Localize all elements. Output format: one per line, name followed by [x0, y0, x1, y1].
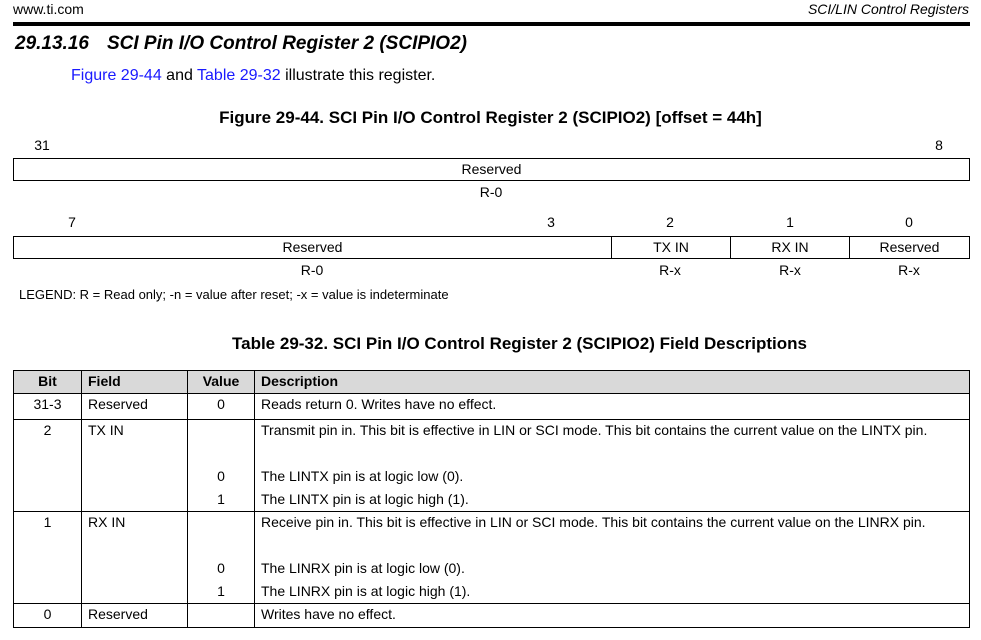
- register-field-rx-in: RX IN: [731, 237, 850, 258]
- cell-field: RX IN: [81, 511, 188, 604]
- register-field-reserved: Reserved: [14, 237, 612, 258]
- cell-value: 1: [187, 488, 255, 512]
- site-url: www.ti.com: [13, 1, 84, 17]
- cell-bit: 2: [13, 419, 82, 512]
- cell-value: 1: [187, 580, 255, 604]
- register-field-tx-in: TX IN: [612, 237, 731, 258]
- access-label: R-x: [898, 262, 920, 278]
- register-row-upper: Reserved: [13, 158, 970, 181]
- cell-description: The LINTX pin is at logic high (1).: [254, 488, 970, 512]
- intro-text: Figure 29-44 and Table 29-32 illustrate …: [71, 67, 435, 85]
- cell-field: Reserved: [81, 603, 188, 628]
- section-number: 29.13.16: [15, 33, 89, 54]
- bit-number: 8: [935, 137, 943, 153]
- bit-number: 0: [905, 214, 913, 230]
- cell-description: Reads return 0. Writes have no effect.: [254, 393, 970, 420]
- intro-and: and: [161, 67, 198, 84]
- access-label: R-x: [659, 262, 681, 278]
- cell-description: The LINRX pin is at logic low (0).: [254, 557, 970, 581]
- cell-description: The LINTX pin is at logic low (0).: [254, 465, 970, 489]
- table-row: 1 RX IN Receive pin in. This bit is effe…: [13, 511, 970, 604]
- cell-field: Reserved: [81, 393, 188, 420]
- figure-link[interactable]: Figure 29-44: [71, 67, 162, 84]
- header-rule: [13, 22, 970, 26]
- header-bit: Bit: [13, 370, 82, 394]
- register-field-reserved: Reserved: [879, 239, 940, 255]
- table-row: 2 TX IN Transmit pin in. This bit is eff…: [13, 419, 970, 512]
- access-label: R-0: [300, 262, 324, 278]
- table-link[interactable]: Table 29-32: [197, 67, 281, 84]
- register-row-lower: Reserved TX IN RX IN Reserved: [13, 236, 970, 259]
- section-title: SCI Pin I/O Control Register 2 (SCIPIO2): [106, 33, 467, 54]
- cell-value: 0: [187, 393, 255, 420]
- bit-number: 7: [68, 214, 76, 230]
- table-row: 31-3 Reserved 0 Reads return 0. Writes h…: [13, 393, 970, 420]
- table-subrow: 0 The LINTX pin is at logic low (0).: [14, 465, 970, 489]
- table-row: 0 Reserved Writes have no effect.: [13, 603, 970, 628]
- cell-value: [187, 511, 255, 558]
- header-field: Field: [81, 370, 188, 394]
- table-caption: Table 29-32. SCI Pin I/O Control Registe…: [232, 334, 807, 353]
- bit-number: 31: [34, 137, 50, 153]
- cell-value: [187, 603, 255, 628]
- cell-value: 0: [187, 557, 255, 581]
- figure-caption: Figure 29-44. SCI Pin I/O Control Regist…: [219, 108, 762, 127]
- table-subrow: 0 The LINRX pin is at logic low (0).: [14, 557, 970, 581]
- chapter-title: SCI/LIN Control Registers: [807, 1, 969, 17]
- cell-description: Transmit pin in. This bit is effective i…: [254, 419, 970, 466]
- cell-bit: 1: [13, 511, 82, 604]
- cell-description: Writes have no effect.: [254, 603, 970, 628]
- bit-number: 2: [666, 214, 674, 230]
- header-description: Description: [254, 370, 970, 394]
- bit-number: 1: [786, 214, 794, 230]
- table-header-row: Bit Field Value Description: [13, 370, 970, 394]
- cell-description: Receive pin in. This bit is effective in…: [254, 511, 970, 558]
- header-value: Value: [187, 370, 255, 394]
- register-field-reserved: Reserved: [461, 161, 522, 177]
- cell-bit: 31-3: [13, 393, 82, 420]
- cell-field: TX IN: [81, 419, 188, 512]
- access-label: R-0: [479, 184, 503, 200]
- cell-bit: 0: [13, 603, 82, 628]
- cell-description: The LINRX pin is at logic high (1).: [254, 580, 970, 604]
- bit-number: 3: [547, 214, 555, 230]
- cell-value: [187, 419, 255, 466]
- legend: LEGEND: R = Read only; -n = value after …: [19, 287, 449, 302]
- access-label: R-x: [779, 262, 801, 278]
- cell-value: 0: [187, 465, 255, 489]
- intro-rest: illustrate this register.: [280, 67, 436, 84]
- field-descriptions-table: Bit Field Value Description 31-3 Reserve…: [13, 370, 970, 628]
- section-heading: 29.13.16 SCI Pin I/O Control Register 2 (…: [15, 33, 467, 55]
